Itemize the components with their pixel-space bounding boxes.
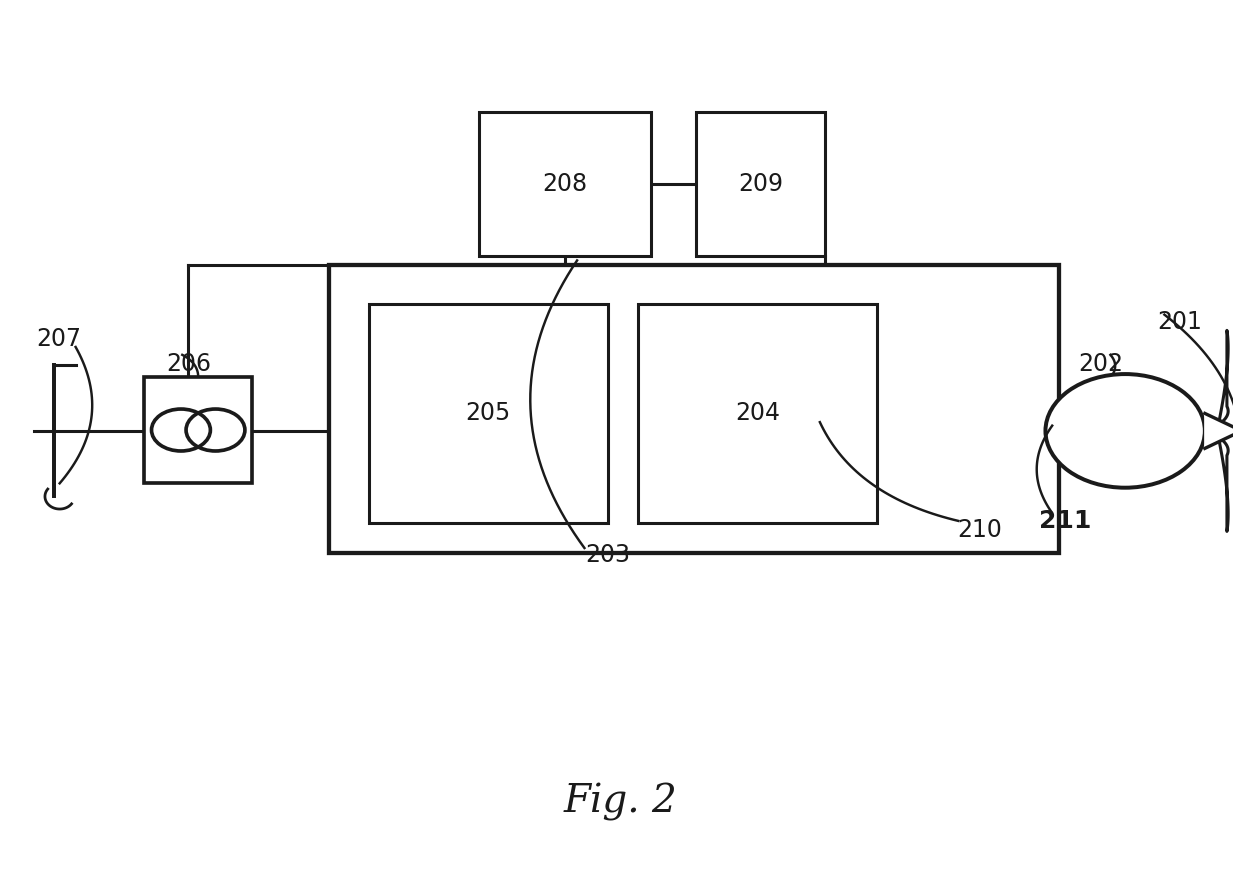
Bar — [144, 377, 252, 483]
Polygon shape — [1205, 414, 1240, 448]
Polygon shape — [1218, 330, 1228, 431]
Circle shape — [1045, 374, 1205, 488]
Text: 211: 211 — [1039, 509, 1091, 533]
Text: 207: 207 — [36, 327, 81, 351]
Text: 202: 202 — [1078, 352, 1123, 376]
Text: 209: 209 — [738, 172, 782, 196]
Bar — [696, 112, 825, 256]
Text: 203: 203 — [585, 543, 631, 567]
Bar — [479, 112, 651, 256]
Polygon shape — [1218, 431, 1228, 531]
Text: 208: 208 — [542, 172, 588, 196]
Text: 206: 206 — [166, 352, 211, 376]
Text: 210: 210 — [957, 518, 1002, 542]
Text: 201: 201 — [1157, 310, 1202, 334]
Text: 205: 205 — [465, 401, 511, 425]
Bar — [368, 305, 608, 523]
Text: 204: 204 — [735, 401, 780, 425]
Bar — [330, 265, 1059, 553]
Bar — [639, 305, 878, 523]
Text: Fig. 2: Fig. 2 — [563, 783, 677, 821]
